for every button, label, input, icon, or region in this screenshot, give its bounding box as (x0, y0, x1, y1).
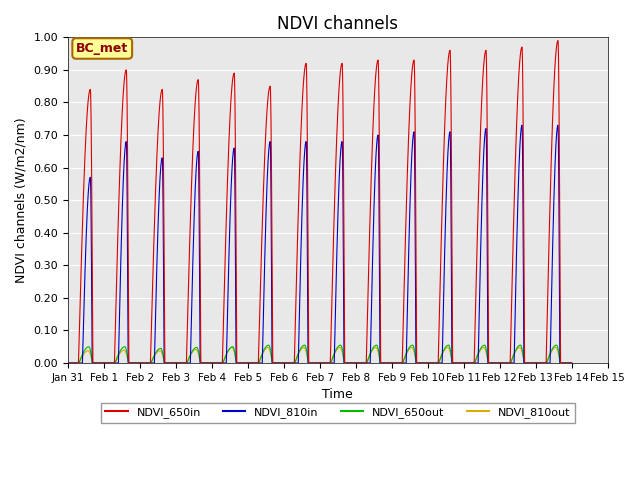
Y-axis label: NDVI channels (W/m2/nm): NDVI channels (W/m2/nm) (15, 118, 28, 283)
X-axis label: Time: Time (323, 388, 353, 401)
Text: BC_met: BC_met (76, 42, 129, 55)
Legend: NDVI_650in, NDVI_810in, NDVI_650out, NDVI_810out: NDVI_650in, NDVI_810in, NDVI_650out, NDV… (101, 403, 575, 422)
Title: NDVI channels: NDVI channels (277, 15, 398, 33)
